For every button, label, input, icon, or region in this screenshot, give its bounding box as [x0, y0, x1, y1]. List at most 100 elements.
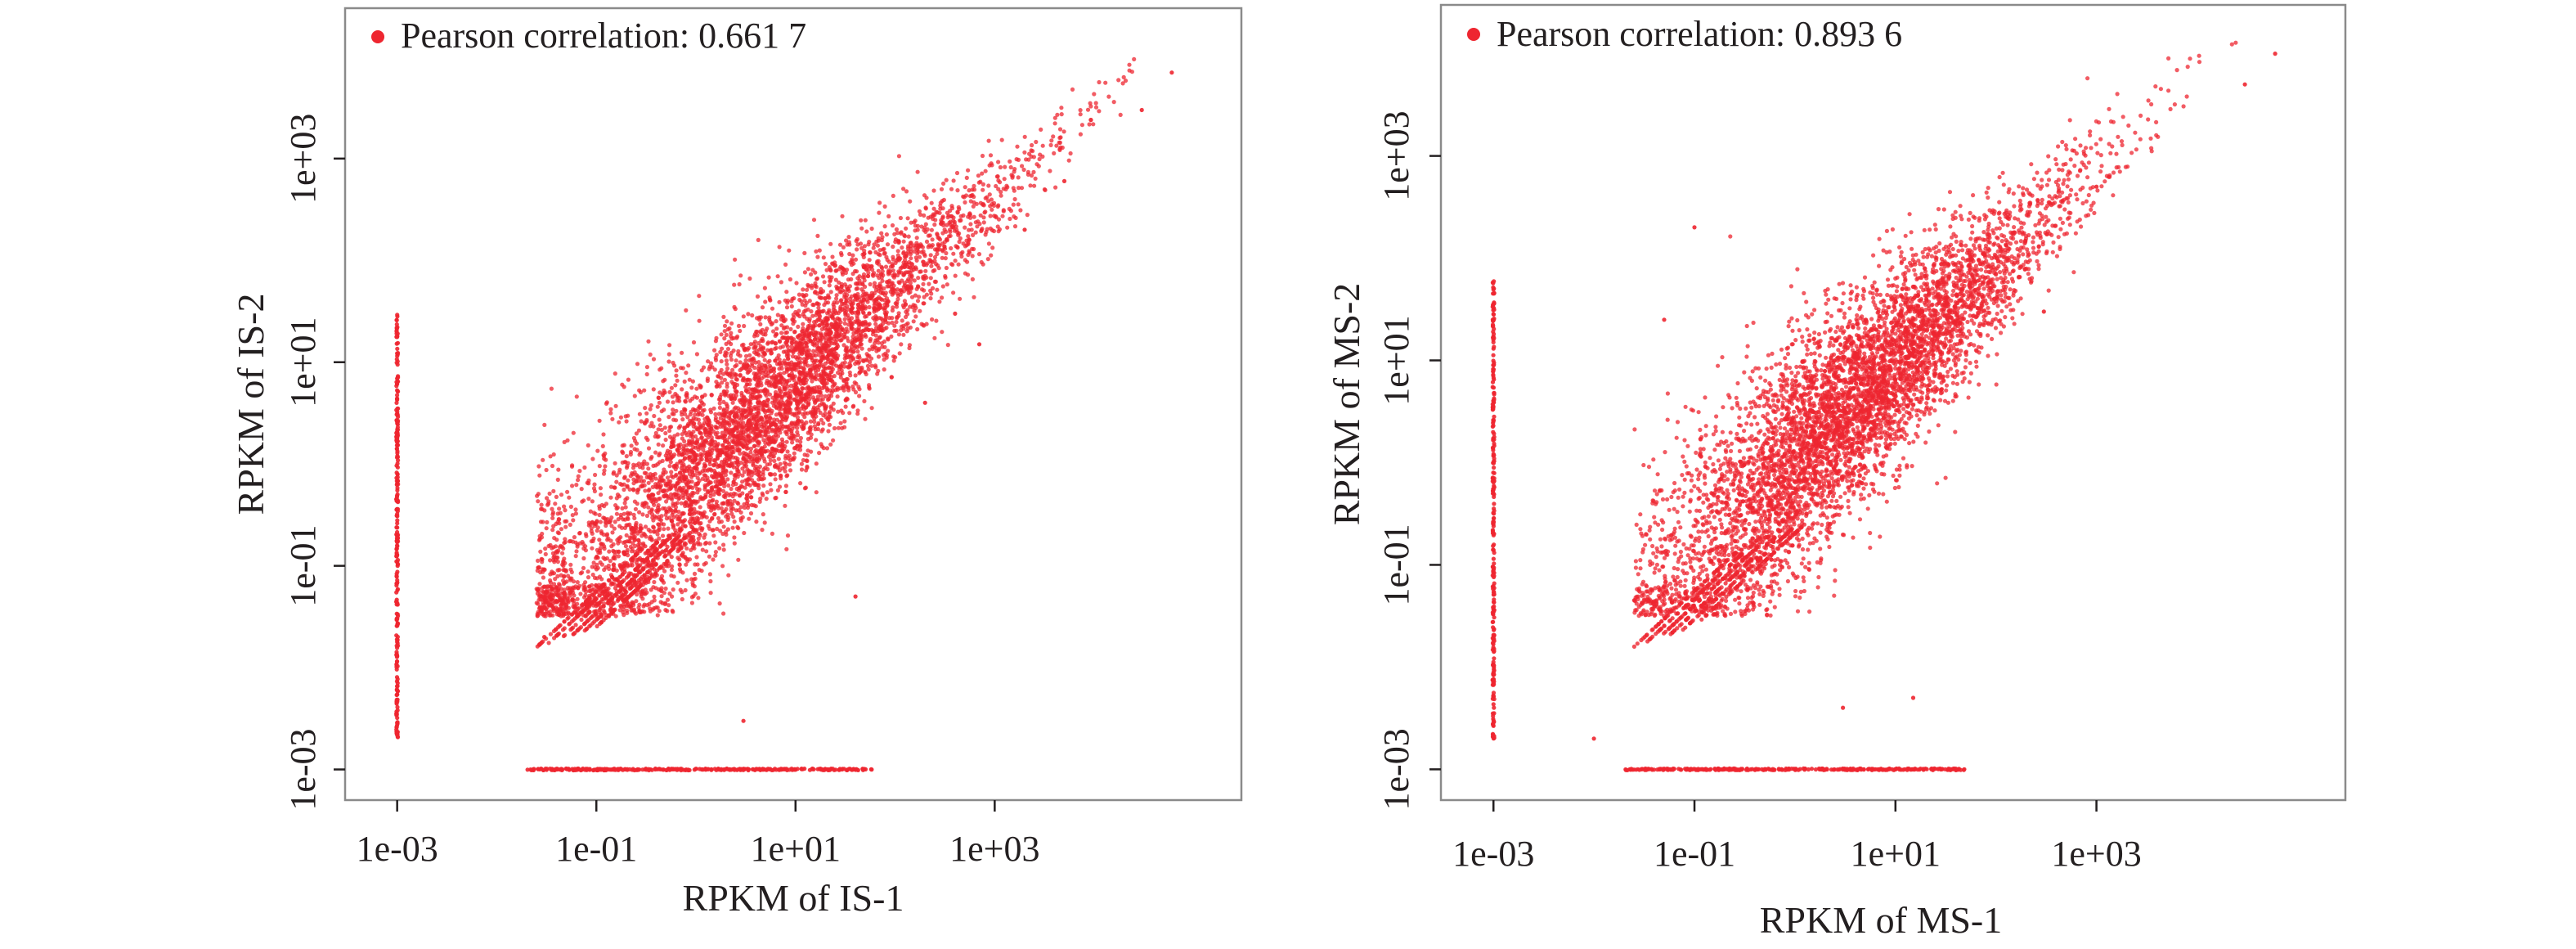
data-point: [807, 335, 812, 340]
data-point: [583, 548, 589, 553]
data-point: [819, 295, 824, 300]
data-point: [883, 264, 889, 269]
data-point: [604, 555, 610, 561]
data-point: [1012, 188, 1016, 193]
data-point: [631, 481, 636, 486]
data-point: [677, 516, 682, 521]
data-point: [801, 322, 806, 326]
data-point: [729, 453, 734, 458]
data-point: [680, 493, 685, 498]
data-point: [702, 562, 707, 567]
data-point: [713, 412, 718, 416]
data-point: [755, 329, 760, 335]
data-point: [536, 587, 541, 591]
data-point: [554, 494, 559, 500]
data-point: [563, 524, 568, 529]
data-point: [740, 435, 745, 440]
data-point: [538, 549, 543, 554]
data-point: [949, 187, 954, 191]
data-point: [828, 442, 833, 447]
data-point: [680, 596, 684, 602]
data-point: [834, 268, 839, 273]
data-point: [764, 393, 769, 398]
data-point: [688, 418, 693, 423]
data-point: [837, 242, 843, 247]
data-point: [590, 531, 595, 536]
data-point: [935, 287, 940, 292]
data-point: [838, 421, 843, 425]
data-point: [938, 206, 943, 211]
data-point: [635, 362, 640, 367]
data-point: [684, 578, 689, 582]
data-point: [540, 557, 545, 562]
data-point: [768, 482, 773, 487]
data-point: [553, 577, 558, 582]
data-point: [778, 461, 783, 466]
data-point: [1085, 107, 1091, 112]
data-point: [730, 525, 735, 530]
data-point: [859, 281, 864, 286]
data-point: [989, 197, 994, 202]
data-point: [809, 372, 814, 377]
data-point: [565, 489, 570, 494]
data-point: [761, 512, 765, 517]
data-point: [912, 278, 917, 283]
data-point: [825, 322, 830, 327]
data-point: [656, 491, 661, 496]
data-point: [738, 493, 743, 498]
data-point: [536, 499, 541, 504]
data-point: [653, 450, 658, 455]
data-point: [712, 367, 717, 372]
data-point: [849, 277, 854, 281]
data-point: [642, 388, 647, 393]
data-point: [1016, 202, 1021, 207]
data-point: [773, 496, 778, 501]
data-point: [909, 295, 915, 299]
data-point: [991, 203, 996, 208]
data-point: [655, 532, 660, 537]
data-point: [687, 511, 693, 516]
data-point: [781, 377, 787, 382]
data-point: [826, 429, 831, 434]
data-point: [863, 416, 868, 421]
data-point: [720, 430, 725, 435]
data-point: [771, 454, 776, 459]
data-point: [669, 567, 675, 573]
data-point: [885, 242, 891, 247]
data-point: [729, 380, 734, 385]
data-point: [586, 443, 590, 448]
data-point: [836, 425, 841, 430]
data-point: [572, 604, 577, 609]
data-point: [721, 547, 726, 552]
data-point: [744, 501, 749, 506]
data-point: [780, 439, 785, 444]
data-point: [877, 253, 882, 258]
data-point: [754, 519, 759, 524]
data-point: [535, 614, 540, 618]
data-point: [1048, 142, 1053, 147]
data-point: [777, 484, 783, 489]
data-point: [770, 306, 775, 311]
data-point: [610, 530, 615, 535]
data-point: [671, 609, 675, 614]
data-point: [955, 245, 960, 250]
data-point: [571, 585, 576, 590]
data-point: [802, 270, 808, 275]
data-point: [1025, 213, 1030, 218]
data-point: [873, 333, 878, 338]
data-point: [1004, 183, 1009, 188]
data-point: [603, 464, 608, 469]
data-point: [640, 589, 645, 594]
data-point: [541, 567, 546, 572]
data-point: [700, 394, 705, 399]
data-point: [730, 483, 736, 488]
data-point: [726, 430, 731, 435]
data-point: [677, 527, 682, 533]
data-point: [639, 475, 644, 480]
data-point: [802, 333, 807, 338]
data-point: [696, 536, 701, 541]
data-point: [537, 473, 542, 478]
data-point: [630, 531, 635, 536]
data-point: [536, 564, 541, 570]
data-point: [915, 248, 920, 253]
